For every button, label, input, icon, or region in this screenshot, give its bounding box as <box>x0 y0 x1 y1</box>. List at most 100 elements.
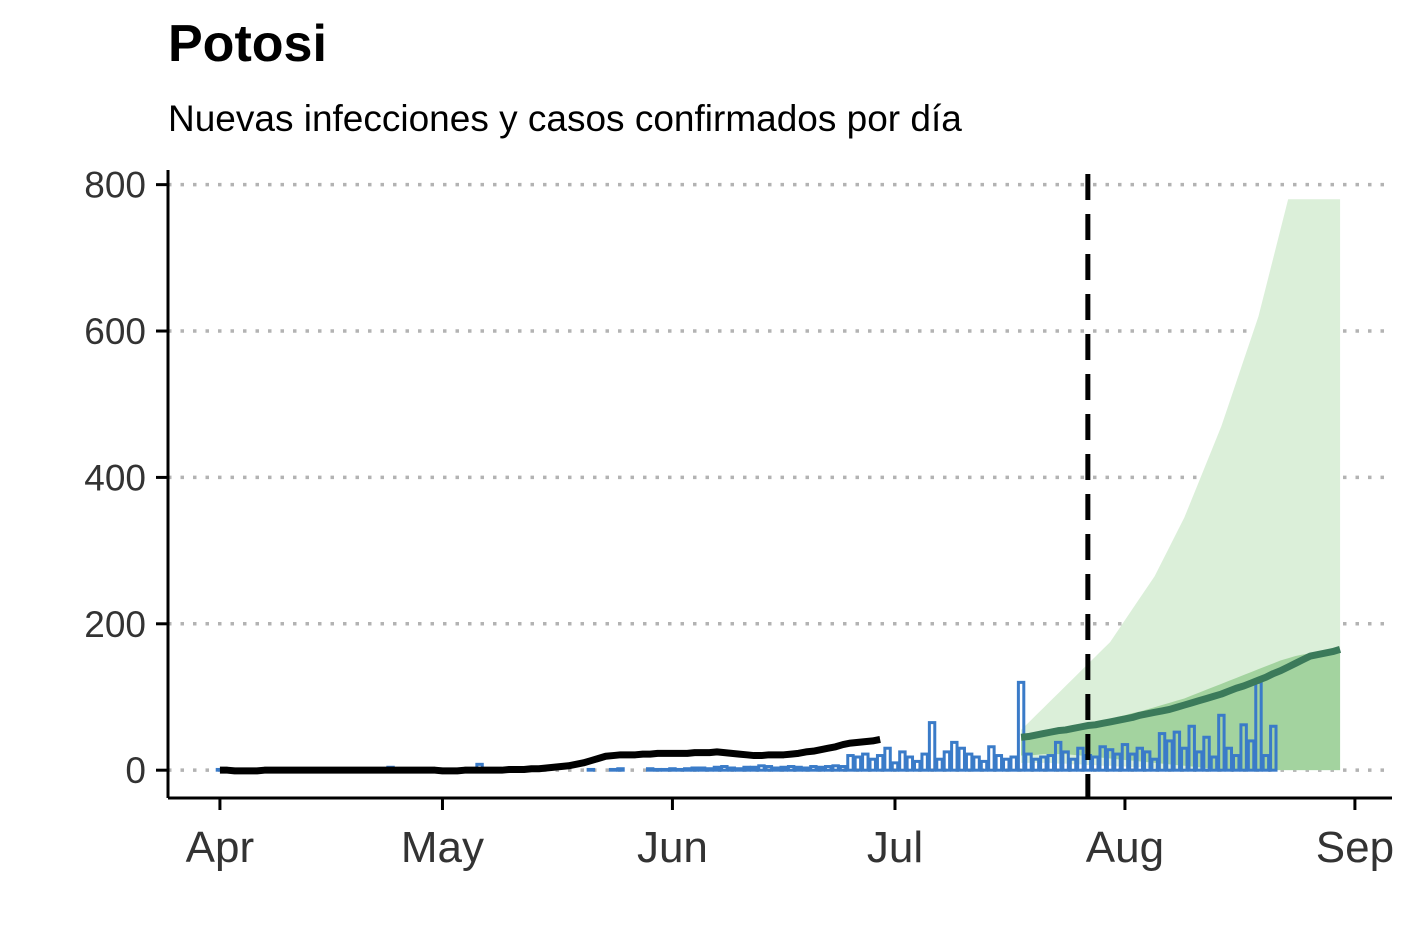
case-bar <box>1091 755 1100 772</box>
case-bar <box>994 754 1004 772</box>
case-bar <box>1002 757 1011 772</box>
case-bar <box>927 721 937 772</box>
forecast-bands <box>1021 199 1341 771</box>
case-bar <box>1135 746 1144 772</box>
case-bar <box>786 765 796 772</box>
case-bar <box>608 767 618 772</box>
case-bar <box>816 765 826 772</box>
case-bar <box>1076 746 1085 772</box>
case-bar <box>1180 746 1189 772</box>
case-bar <box>1128 752 1137 772</box>
case-bar <box>1046 754 1055 772</box>
case-bar <box>1098 745 1107 772</box>
case-bar <box>824 765 833 772</box>
case-bar <box>1053 740 1063 772</box>
case-bar <box>1261 754 1271 772</box>
case-bar <box>1009 755 1018 772</box>
case-bar <box>675 767 685 772</box>
case-bar <box>905 755 915 772</box>
case-bar <box>1217 713 1226 772</box>
confirmed-case-bars <box>215 680 1278 772</box>
case-bar <box>809 765 818 772</box>
y-tick-label: 400 <box>84 457 146 498</box>
case-bar <box>1157 732 1167 772</box>
case-bar <box>616 767 625 772</box>
case-bar <box>727 766 736 772</box>
x-tick-label: Aug <box>1086 823 1164 872</box>
case-bar <box>942 750 952 772</box>
case-bar <box>801 766 811 772</box>
case-bar <box>898 750 907 772</box>
chart-title: Potosi <box>168 15 327 73</box>
y-tick-label: 0 <box>125 750 146 791</box>
case-bar <box>1239 723 1248 772</box>
estimate-line <box>219 736 881 775</box>
case-bar <box>734 767 744 772</box>
x-tick-label: Jun <box>637 823 708 872</box>
case-bar <box>890 761 900 772</box>
case-bar <box>853 755 863 772</box>
case-bar <box>883 746 892 772</box>
case-bar <box>742 765 751 772</box>
case-bar <box>690 766 699 772</box>
case-bar <box>683 767 692 772</box>
case-bar <box>838 765 848 772</box>
case-bar <box>935 757 944 772</box>
x-tick-label: Sep <box>1316 823 1394 872</box>
case-bar <box>1246 739 1256 772</box>
case-bar <box>586 767 596 772</box>
case-bar <box>920 752 929 772</box>
case-bar <box>875 754 885 772</box>
case-bar <box>645 767 655 772</box>
case-bar <box>1068 757 1078 772</box>
case-bar <box>1016 680 1026 772</box>
case-bar <box>831 764 840 772</box>
case-bar <box>979 759 989 772</box>
case-bar <box>668 767 677 772</box>
case-bar <box>757 764 766 772</box>
case-bar <box>1031 757 1041 772</box>
case-bar <box>1194 750 1204 772</box>
case-bar <box>972 755 981 772</box>
case-bar <box>1209 755 1219 772</box>
case-bar <box>1142 750 1152 772</box>
case-bar <box>1105 748 1115 772</box>
case-bar <box>779 765 788 772</box>
case-bar <box>705 767 714 772</box>
case-bar <box>794 765 803 772</box>
x-tick-label: May <box>401 823 484 872</box>
axes: 0 200 400 600 800 Apr May Jun Jul Aug Sep <box>84 165 1394 872</box>
case-bar <box>1120 743 1130 772</box>
y-tick-label: 600 <box>84 311 146 352</box>
case-bar <box>913 759 922 772</box>
case-bar <box>697 766 707 772</box>
case-bar <box>868 757 877 772</box>
case-bar <box>1024 752 1033 772</box>
case-bar <box>950 740 959 772</box>
case-bar <box>720 765 729 772</box>
case-bar <box>1269 724 1278 772</box>
case-bar <box>1165 739 1174 772</box>
case-bar <box>1202 735 1211 772</box>
case-bar <box>1039 755 1048 772</box>
case-bar <box>772 766 781 772</box>
y-tick-label: 800 <box>84 165 146 206</box>
x-tick-label: Apr <box>186 823 254 872</box>
case-bar <box>1187 724 1196 772</box>
case-bar <box>987 745 996 772</box>
case-bar <box>749 765 759 772</box>
case-bar <box>1172 730 1182 772</box>
y-tick-label: 200 <box>84 604 146 645</box>
forecast-median-line <box>1020 646 1342 741</box>
forecast-outer-band <box>1021 199 1341 771</box>
case-bar <box>764 765 774 772</box>
case-bar <box>861 752 870 772</box>
case-bar <box>1113 752 1122 772</box>
series-lines <box>219 174 1342 798</box>
chart-subtitle: Nuevas infecciones y casos confirmados p… <box>168 98 962 139</box>
case-bar <box>964 752 974 772</box>
case-bar <box>1232 754 1241 772</box>
case-bar <box>1150 757 1159 772</box>
case-bar <box>712 765 722 772</box>
